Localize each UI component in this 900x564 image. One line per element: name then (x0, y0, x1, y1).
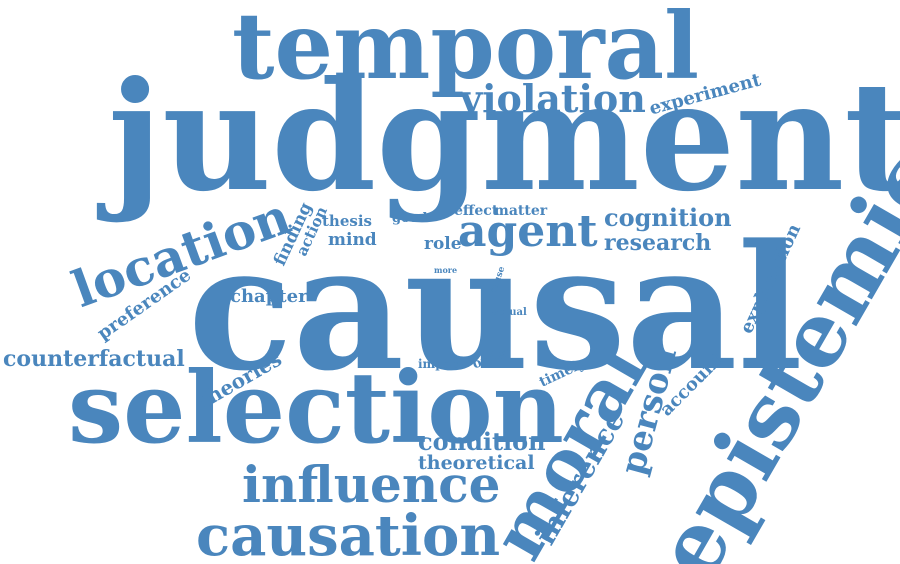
word-causation: causation (196, 503, 501, 564)
word-chapter: chapter (230, 286, 308, 307)
word-temporal: temporal (232, 0, 700, 100)
word-counterfactual: counterfactual (3, 346, 185, 372)
word-good: good (392, 211, 428, 226)
word-mind: mind (328, 230, 377, 250)
word-violation: violation (460, 76, 646, 121)
word-impact: impact (418, 357, 465, 371)
word-thesis: thesis (322, 212, 372, 230)
word-theoretical: theoretical (418, 452, 535, 474)
word-actual: actual (492, 307, 527, 318)
word-role: role (424, 234, 462, 254)
word-more: more (434, 265, 458, 275)
word-effect: effect (454, 203, 499, 219)
word-matter: matter (494, 203, 548, 219)
word-condition: condition (418, 427, 546, 456)
word-agent: agent (458, 206, 598, 257)
word-influence: influence (242, 455, 501, 514)
word-selection: selection (68, 351, 564, 466)
word-research: research (604, 230, 712, 256)
word-judgment: judgment (108, 49, 900, 225)
word-causal: causal (188, 206, 803, 409)
word-cognition: cognition (604, 203, 732, 232)
